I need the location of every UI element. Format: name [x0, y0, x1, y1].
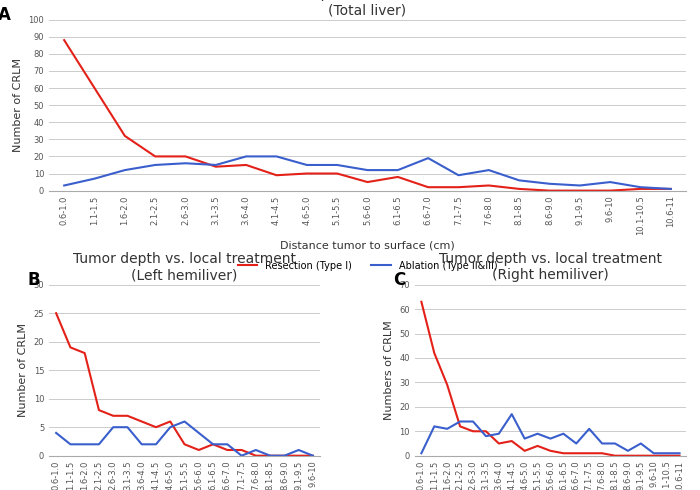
Text: A: A [0, 6, 11, 24]
Y-axis label: Numbers of CRLM: Numbers of CRLM [384, 320, 394, 420]
Title: Tumor depth vs. local treatment
(Right hemiliver): Tumor depth vs. local treatment (Right h… [439, 252, 662, 282]
Y-axis label: Number of CRLM: Number of CRLM [18, 323, 28, 417]
Y-axis label: Number of CRLM: Number of CRLM [13, 58, 23, 152]
X-axis label: Distance tumor to surface (cm): Distance tumor to surface (cm) [280, 241, 455, 251]
Legend: Resection (Type I), Ablation (Type II&III): Resection (Type I), Ablation (Type II&II… [234, 257, 501, 275]
Title: Tumor depth vs. local treatment
(Left hemiliver): Tumor depth vs. local treatment (Left he… [73, 252, 296, 282]
Text: C: C [393, 271, 405, 289]
Title: Tumor depth vs. local treatment
(Total liver): Tumor depth vs. local treatment (Total l… [256, 0, 479, 17]
Text: B: B [27, 271, 40, 289]
